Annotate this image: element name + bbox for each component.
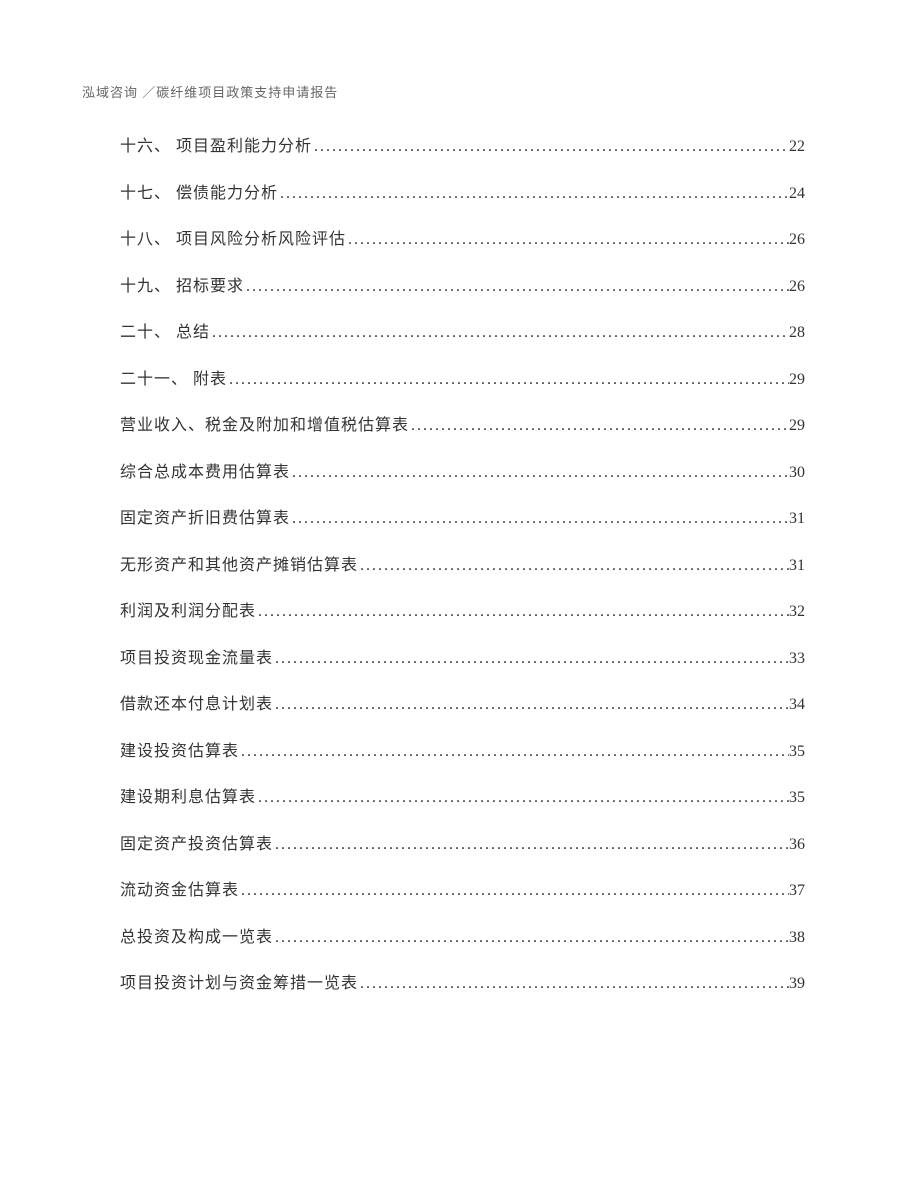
toc-title: 总投资及构成一览表 — [120, 926, 273, 950]
toc-title: 固定资产折旧费估算表 — [120, 507, 290, 531]
toc-dots — [358, 554, 789, 578]
toc-page: 24 — [789, 182, 805, 206]
toc-title: 固定资产投资估算表 — [120, 833, 273, 857]
toc-dots — [409, 414, 789, 438]
toc-title: 项目投资计划与资金筹措一览表 — [120, 972, 358, 996]
toc-title: 十六、 项目盈利能力分析 — [120, 135, 312, 159]
toc-entry: 借款还本付息计划表 34 — [120, 693, 805, 717]
toc-page: 35 — [789, 740, 805, 764]
toc-entry: 二十、 总结 28 — [120, 321, 805, 345]
toc-entry: 无形资产和其他资产摊销估算表 31 — [120, 554, 805, 578]
toc-page: 29 — [789, 414, 805, 438]
toc-dots — [239, 879, 789, 903]
toc-page: 31 — [789, 554, 805, 578]
toc-entry: 建设投资估算表 35 — [120, 740, 805, 764]
toc-title: 项目投资现金流量表 — [120, 647, 273, 671]
toc-entry: 流动资金估算表 37 — [120, 879, 805, 903]
toc-title: 营业收入、税金及附加和增值税估算表 — [120, 414, 409, 438]
toc-page: 29 — [789, 368, 805, 392]
toc-page: 36 — [789, 833, 805, 857]
toc-page: 37 — [789, 879, 805, 903]
toc-page: 38 — [789, 926, 805, 950]
toc-page: 34 — [789, 693, 805, 717]
toc-entry: 综合总成本费用估算表 30 — [120, 461, 805, 485]
toc-page: 22 — [789, 135, 805, 159]
toc-dots — [273, 833, 789, 857]
toc-entry: 利润及利润分配表 32 — [120, 600, 805, 624]
toc-entry: 十七、 偿债能力分析 24 — [120, 182, 805, 206]
toc-dots — [244, 275, 789, 299]
toc-title: 利润及利润分配表 — [120, 600, 256, 624]
toc-dots — [256, 786, 789, 810]
toc-dots — [239, 740, 789, 764]
toc-page: 39 — [789, 972, 805, 996]
toc-title: 十七、 偿债能力分析 — [120, 182, 278, 206]
toc-dots — [346, 228, 789, 252]
toc-title: 二十一、 附表 — [120, 368, 227, 392]
toc-entry: 固定资产折旧费估算表 31 — [120, 507, 805, 531]
toc-page: 32 — [789, 600, 805, 624]
table-of-contents: 十六、 项目盈利能力分析 22 十七、 偿债能力分析 24 十八、 项目风险分析… — [120, 135, 805, 1019]
toc-entry: 十六、 项目盈利能力分析 22 — [120, 135, 805, 159]
toc-dots — [358, 972, 789, 996]
toc-dots — [278, 182, 789, 206]
toc-dots — [210, 321, 789, 345]
toc-title: 借款还本付息计划表 — [120, 693, 273, 717]
toc-page: 33 — [789, 647, 805, 671]
toc-page: 31 — [789, 507, 805, 531]
toc-title: 综合总成本费用估算表 — [120, 461, 290, 485]
toc-title: 建设投资估算表 — [120, 740, 239, 764]
toc-entry: 十八、 项目风险分析风险评估 26 — [120, 228, 805, 252]
toc-dots — [290, 507, 789, 531]
page-header: 泓域咨询 ／碳纤维项目政策支持申请报告 — [82, 82, 338, 101]
toc-title: 十八、 项目风险分析风险评估 — [120, 228, 346, 252]
toc-page: 30 — [789, 461, 805, 485]
toc-title: 流动资金估算表 — [120, 879, 239, 903]
toc-entry: 总投资及构成一览表 38 — [120, 926, 805, 950]
toc-dots — [227, 368, 789, 392]
toc-title: 建设期利息估算表 — [120, 786, 256, 810]
toc-entry: 建设期利息估算表 35 — [120, 786, 805, 810]
toc-entry: 十九、 招标要求 26 — [120, 275, 805, 299]
toc-entry: 二十一、 附表 29 — [120, 368, 805, 392]
toc-entry: 固定资产投资估算表 36 — [120, 833, 805, 857]
toc-dots — [290, 461, 789, 485]
toc-dots — [312, 135, 789, 159]
toc-page: 35 — [789, 786, 805, 810]
toc-dots — [256, 600, 789, 624]
toc-page: 26 — [789, 228, 805, 252]
toc-entry: 项目投资现金流量表 33 — [120, 647, 805, 671]
toc-title: 二十、 总结 — [120, 321, 210, 345]
toc-page: 26 — [789, 275, 805, 299]
toc-entry: 项目投资计划与资金筹措一览表 39 — [120, 972, 805, 996]
toc-page: 28 — [789, 321, 805, 345]
toc-entry: 营业收入、税金及附加和增值税估算表 29 — [120, 414, 805, 438]
toc-dots — [273, 693, 789, 717]
toc-title: 无形资产和其他资产摊销估算表 — [120, 554, 358, 578]
toc-title: 十九、 招标要求 — [120, 275, 244, 299]
toc-dots — [273, 926, 789, 950]
toc-dots — [273, 647, 789, 671]
